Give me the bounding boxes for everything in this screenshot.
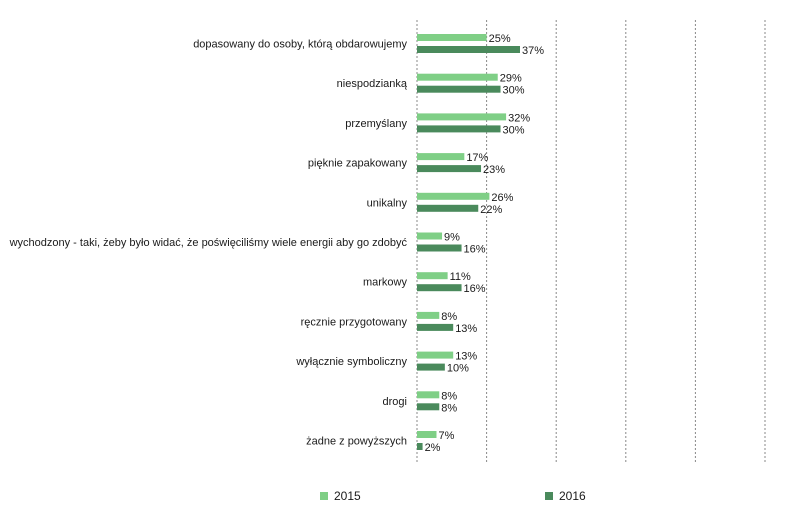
- category-label: niespodzianką: [337, 78, 408, 90]
- category-label: wychodzony - taki, żeby było widać, że p…: [9, 237, 408, 249]
- bar-2015: [417, 73, 498, 81]
- data-label-2015: 7%: [438, 430, 454, 442]
- data-label-2016: 22%: [480, 204, 502, 216]
- bars: 25%37%29%30%32%30%17%23%26%22%9%16%11%16…: [417, 33, 544, 454]
- bar-2016: [417, 443, 423, 450]
- bar-2016: [417, 403, 440, 411]
- data-label-2015: 26%: [491, 192, 513, 204]
- legend-swatch-2015: [320, 492, 328, 500]
- data-label-2015: 25%: [489, 33, 511, 45]
- legend: 2015 2016: [320, 489, 586, 503]
- bar-2016: [417, 165, 482, 173]
- bar-2015: [417, 391, 440, 399]
- data-label-2016: 16%: [464, 244, 486, 256]
- bar-2016: [417, 125, 501, 133]
- data-label-2015: 8%: [441, 390, 457, 402]
- legend-label-2016: 2016: [559, 489, 586, 503]
- data-label-2015: 8%: [441, 311, 457, 323]
- category-label: wyłącznie symboliczny: [295, 356, 407, 368]
- bar-2015: [417, 192, 490, 200]
- data-label-2016: 13%: [455, 323, 477, 335]
- data-label-2016: 37%: [522, 45, 544, 57]
- category-label: drogi: [383, 396, 407, 408]
- category-labels: dopasowany do osoby, którą obdarowujemy n…: [9, 39, 408, 448]
- data-label-2015: 17%: [466, 152, 488, 164]
- bar-2015: [417, 311, 440, 319]
- bar-2016: [417, 284, 462, 292]
- data-label-2016: 16%: [464, 283, 486, 295]
- bar-2015: [417, 153, 465, 161]
- bar-2016: [417, 244, 462, 252]
- bar-2015: [417, 351, 454, 359]
- data-label-2015: 29%: [500, 73, 522, 85]
- category-label: ręcznie przygotowany: [301, 316, 408, 328]
- bar-2015: [417, 272, 448, 280]
- data-label-2016: 10%: [447, 363, 469, 375]
- bar-2016: [417, 46, 521, 53]
- legend-label-2015: 2015: [334, 489, 361, 503]
- bar-2015: [417, 232, 443, 240]
- data-label-2016: 2%: [425, 442, 441, 454]
- category-label: unikalny: [367, 197, 408, 209]
- data-label-2015: 11%: [450, 271, 471, 283]
- data-label-2016: 30%: [503, 124, 525, 136]
- category-label: markowy: [363, 277, 408, 289]
- data-label-2015: 32%: [508, 112, 530, 124]
- bar-2016: [417, 363, 445, 371]
- data-label-2016: 8%: [441, 402, 457, 414]
- bar-2015: [417, 34, 487, 41]
- grid-lines: [416, 20, 766, 462]
- data-label-2015: 13%: [455, 351, 477, 363]
- bar-2015: [417, 431, 437, 438]
- legend-swatch-2016: [545, 492, 553, 500]
- data-label-2015: 9%: [444, 232, 460, 244]
- category-label: dopasowany do osoby, którą obdarowujemy: [193, 39, 407, 51]
- bar-2016: [417, 204, 479, 212]
- category-label: pięknie zapakowany: [308, 158, 408, 170]
- data-label-2016: 30%: [503, 85, 525, 97]
- bar-2015: [417, 113, 507, 121]
- data-label-2016: 23%: [483, 164, 505, 176]
- bar-2016: [417, 323, 454, 331]
- category-label: żadne z powyższych: [306, 436, 407, 448]
- category-label: przemyślany: [345, 118, 407, 130]
- bar-2016: [417, 85, 501, 93]
